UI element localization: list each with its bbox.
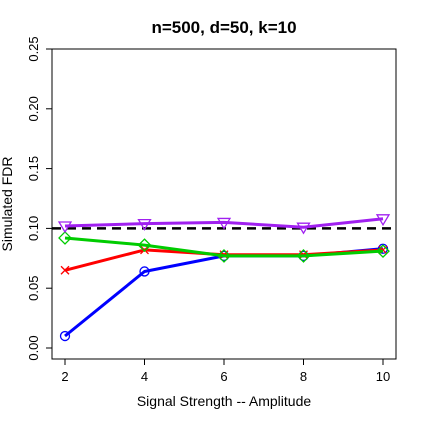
data-point bbox=[57, 221, 73, 234]
series-layer bbox=[57, 214, 391, 342]
chart-title: n=500, d=50, k=10 bbox=[151, 18, 296, 37]
x-axis: 2 4 6 8 10 bbox=[61, 358, 390, 384]
data-point bbox=[296, 222, 311, 235]
data-point bbox=[140, 245, 149, 255]
x-tick-label: 2 bbox=[61, 369, 68, 384]
data-point bbox=[139, 266, 150, 277]
y-tick-label: 0.25 bbox=[26, 36, 41, 61]
y-tick-label: 0.20 bbox=[26, 96, 41, 121]
data-point bbox=[60, 265, 70, 275]
series-line bbox=[64, 217, 384, 229]
y-tick-label: 0.00 bbox=[26, 335, 41, 360]
y-axis: 0.00 0.05 0.10 0.15 0.20 0.25 bbox=[26, 36, 53, 361]
data-point bbox=[137, 238, 152, 253]
data-point bbox=[58, 231, 72, 245]
data-point bbox=[216, 217, 232, 230]
data-point bbox=[296, 248, 311, 263]
x-tick-label: 4 bbox=[141, 369, 148, 384]
plot-area-frame bbox=[51, 48, 397, 360]
data-point bbox=[217, 248, 231, 263]
x-tick-label: 10 bbox=[376, 369, 390, 384]
y-tick-label: 0.10 bbox=[26, 216, 41, 241]
series-line bbox=[64, 236, 384, 258]
data-point bbox=[376, 244, 390, 259]
data-point bbox=[59, 330, 71, 342]
y-tick-label: 0.15 bbox=[26, 156, 41, 181]
data-point bbox=[375, 214, 391, 227]
y-axis-label: Simulated FDR bbox=[0, 157, 15, 252]
x-tick-label: 8 bbox=[300, 369, 307, 384]
series-4 bbox=[57, 214, 391, 235]
data-point bbox=[137, 218, 152, 231]
x-tick-label: 6 bbox=[220, 369, 227, 384]
series-3 bbox=[58, 231, 390, 263]
x-axis-label: Signal Strength -- Amplitude bbox=[137, 393, 312, 409]
y-tick-label: 0.05 bbox=[26, 276, 41, 301]
